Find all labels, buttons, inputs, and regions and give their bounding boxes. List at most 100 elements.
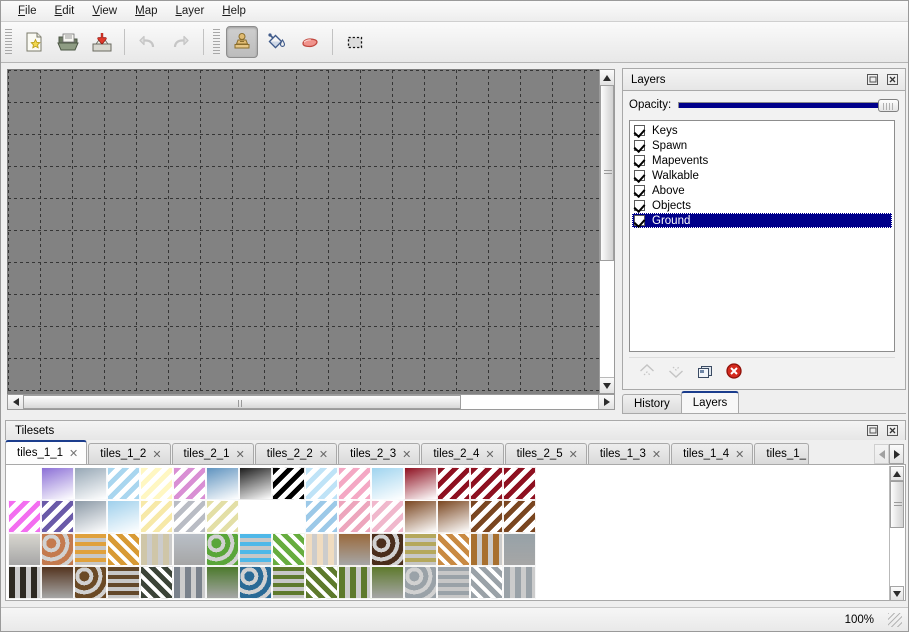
tileset-tile[interactable] — [734, 467, 767, 500]
tileset-tile[interactable] — [833, 566, 866, 599]
tileset-tile[interactable] — [371, 566, 404, 599]
tileset-tile[interactable] — [437, 566, 470, 599]
tileset-tab-tiles_1_3[interactable]: tiles_1_3 ✕ — [587, 443, 671, 464]
layer-row-walkable[interactable]: Walkable — [632, 168, 892, 183]
scroll-left-button[interactable] — [8, 395, 24, 409]
toolbar-grip-tools[interactable] — [213, 29, 220, 55]
toolbar-grip-file[interactable] — [5, 29, 12, 55]
tileset-tile[interactable] — [371, 500, 404, 533]
tileset-tile[interactable] — [701, 566, 734, 599]
tileset-tab-tiles_2_5[interactable]: tiles_2_5 ✕ — [504, 443, 587, 464]
tileset-tab-tiles_2_2[interactable]: tiles_2_2 ✕ — [254, 443, 338, 464]
map-canvas[interactable] — [7, 69, 615, 410]
tileset-scroll-up-button[interactable] — [890, 466, 904, 481]
tileset-tile[interactable] — [41, 500, 74, 533]
dock-tab-layers[interactable]: Layers — [680, 391, 740, 413]
tileset-tile-view[interactable] — [5, 464, 906, 601]
menu-edit[interactable]: Edit — [46, 3, 84, 19]
dock-tab-history[interactable]: History — [622, 394, 682, 413]
tileset-tile[interactable] — [701, 500, 734, 533]
tileset-tile[interactable] — [503, 533, 536, 566]
tileset-tile[interactable] — [635, 500, 668, 533]
tileset-tile[interactable] — [668, 500, 701, 533]
menu-help[interactable]: Help — [213, 3, 255, 19]
layer-visibility-checkbox[interactable] — [634, 170, 645, 181]
tileset-tile[interactable] — [305, 566, 338, 599]
fill-tool-button[interactable] — [260, 26, 292, 58]
tileset-tile[interactable] — [173, 467, 206, 500]
tileset-tile[interactable] — [107, 467, 140, 500]
layers-dock-close-button[interactable] — [883, 71, 901, 88]
layer-row-spawn[interactable]: Spawn — [632, 138, 892, 153]
tileset-tile[interactable] — [404, 467, 437, 500]
tileset-tile[interactable] — [305, 533, 338, 566]
tileset-tile[interactable] — [338, 533, 371, 566]
resize-grip-icon[interactable] — [888, 612, 902, 627]
tileset-tile[interactable] — [437, 533, 470, 566]
tileset-tile[interactable] — [140, 533, 173, 566]
move-layer-down-button[interactable] — [666, 361, 686, 381]
tab-close-icon[interactable]: ✕ — [402, 448, 412, 461]
tileset-tile[interactable] — [701, 533, 734, 566]
tileset-tile[interactable] — [503, 467, 536, 500]
tileset-tile[interactable] — [800, 566, 833, 599]
tab-close-icon[interactable]: ✕ — [152, 448, 162, 461]
tileset-tile[interactable] — [602, 467, 635, 500]
layer-row-ground[interactable]: Ground — [632, 213, 892, 228]
tab-close-icon[interactable]: ✕ — [651, 448, 662, 461]
tileset-tile[interactable] — [734, 500, 767, 533]
tileset-tile[interactable] — [140, 500, 173, 533]
layer-visibility-checkbox[interactable] — [634, 140, 645, 151]
tileset-tile[interactable] — [272, 566, 305, 599]
tileset-tile[interactable] — [800, 533, 833, 566]
tileset-tile[interactable] — [140, 467, 173, 500]
tileset-tile[interactable] — [272, 533, 305, 566]
layer-row-objects[interactable]: Objects — [632, 198, 892, 213]
tileset-tile[interactable] — [668, 533, 701, 566]
layer-visibility-checkbox[interactable] — [634, 155, 645, 166]
tileset-tile[interactable] — [833, 533, 866, 566]
tileset-tile[interactable] — [8, 500, 41, 533]
tileset-tile[interactable] — [305, 467, 338, 500]
tileset-tile[interactable] — [74, 467, 107, 500]
tileset-tile[interactable] — [437, 467, 470, 500]
tileset-tile[interactable] — [437, 500, 470, 533]
menu-view[interactable]: View — [83, 3, 126, 19]
tileset-tile[interactable] — [734, 566, 767, 599]
tileset-tile[interactable] — [668, 467, 701, 500]
tileset-tile[interactable] — [239, 500, 272, 533]
tileset-tile[interactable] — [569, 566, 602, 599]
map-vertical-scrollbar[interactable] — [599, 69, 615, 394]
tileset-tab-tiles_1_2[interactable]: tiles_1_2 ✕ — [88, 443, 171, 464]
tileset-tile[interactable] — [536, 533, 569, 566]
tileset-tile[interactable] — [767, 566, 800, 599]
tileset-tab-tiles_1_4[interactable]: tiles_1_4 ✕ — [671, 443, 754, 464]
tileset-tile[interactable] — [41, 467, 74, 500]
tab-close-icon[interactable]: ✕ — [485, 448, 495, 461]
map-vscroll-thumb[interactable] — [600, 85, 614, 261]
layer-visibility-checkbox[interactable] — [634, 125, 645, 136]
tileset-tile[interactable] — [41, 533, 74, 566]
layer-row-keys[interactable]: Keys — [632, 123, 892, 138]
tileset-tile[interactable] — [470, 566, 503, 599]
tileset-tile[interactable] — [206, 533, 239, 566]
scroll-down-button[interactable] — [600, 377, 614, 393]
save-map-button[interactable] — [86, 26, 118, 58]
tileset-tile[interactable] — [404, 533, 437, 566]
open-map-button[interactable] — [52, 26, 84, 58]
tileset-tab-tiles_2_4[interactable]: tiles_2_4 ✕ — [421, 443, 504, 464]
tileset-tile[interactable] — [536, 500, 569, 533]
tileset-tile[interactable] — [206, 500, 239, 533]
tileset-tile[interactable] — [173, 500, 206, 533]
tileset-tile[interactable] — [404, 500, 437, 533]
menu-map[interactable]: Map — [126, 3, 166, 19]
stamp-tool-button[interactable] — [226, 26, 258, 58]
tileset-tile[interactable] — [635, 467, 668, 500]
tileset-tile[interactable] — [833, 467, 866, 500]
map-horizontal-scrollbar[interactable] — [7, 394, 615, 410]
tileset-tile[interactable] — [338, 566, 371, 599]
map-hscroll-track[interactable] — [23, 395, 599, 409]
tileset-vscroll-thumb[interactable] — [890, 481, 904, 529]
redo-button[interactable] — [165, 26, 197, 58]
layer-visibility-checkbox[interactable] — [634, 185, 645, 196]
